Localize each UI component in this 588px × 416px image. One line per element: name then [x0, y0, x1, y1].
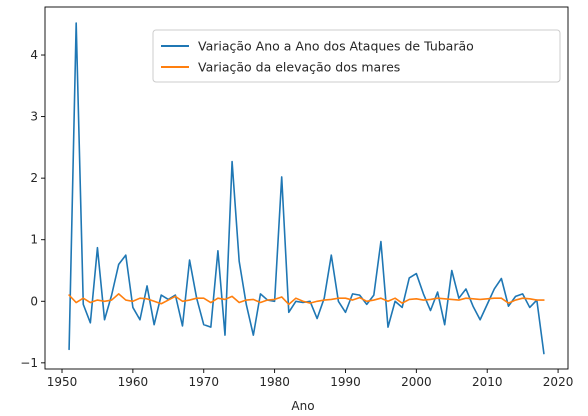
x-tick-label: 1990: [330, 375, 361, 389]
x-tick-label: 2000: [401, 375, 432, 389]
x-tick-label: 2020: [543, 375, 574, 389]
y-tick-label: 3: [30, 110, 38, 124]
x-tick-label: 1970: [188, 375, 219, 389]
legend-label-1: Variação Ano a Ano dos Ataques de Tubarã…: [198, 39, 474, 54]
plot-area: [68, 22, 545, 355]
series-line-2: [68, 293, 545, 306]
x-tick-label: 1960: [118, 375, 149, 389]
legend-box: [152, 29, 561, 83]
axes: 1950 1960 1970 1980 1990 2000 2010 2020 −1 0 1 2 3 4: [20, 6, 574, 389]
plot-frame: [44, 6, 569, 370]
y-tick-label: 0: [30, 294, 38, 308]
x-axis-label: Ano: [291, 399, 314, 413]
x-tick-label: 2010: [472, 375, 503, 389]
y-tick-label: 4: [30, 48, 38, 62]
legend: Variação Ano a Ano dos Ataques de Tubarã…: [152, 29, 561, 83]
legend-label-2: Variação da elevação dos mares: [198, 60, 400, 75]
y-tick-label: −1: [20, 356, 38, 370]
x-tick-label: 1950: [47, 375, 78, 389]
x-tick-label: 1980: [259, 375, 290, 389]
y-tick-label: 1: [30, 233, 38, 247]
y-tick-label: 2: [30, 171, 38, 185]
